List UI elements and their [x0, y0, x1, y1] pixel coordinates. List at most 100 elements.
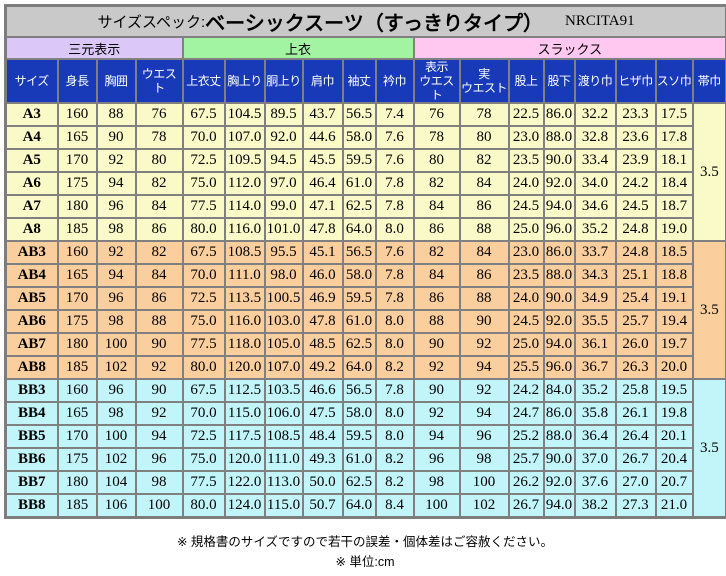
table-head: サイズスペック: ベーシックスーツ（すっきりタイプ） NRCITA91 三元表示… [4, 4, 726, 104]
data-cell: 19.1 [654, 286, 694, 311]
data-cell: 90.0 [542, 447, 576, 472]
data-cell: 34.0 [573, 171, 617, 196]
data-cell: 26.7 [507, 493, 545, 519]
data-cell: 78 [134, 125, 184, 150]
data-cell: 24.5 [507, 309, 545, 334]
column-header: 袖丈 [341, 58, 377, 104]
data-cell: 160 [56, 240, 98, 265]
data-cell: 90 [458, 309, 510, 334]
size-cell: BB8 [4, 493, 59, 519]
data-cell: 90 [134, 332, 184, 357]
data-cell: 18.4 [654, 171, 694, 196]
data-cell: 24.2 [614, 171, 657, 196]
obi-width-cell: 3.5 [691, 102, 726, 242]
data-cell: 70.0 [181, 401, 226, 426]
data-cell: 49.2 [301, 355, 344, 380]
table-row: A5 170 92 80 72.5 109.5 94.5 45.5 59.5 7.6 80 82 23.… [4, 148, 726, 173]
data-cell: 67.5 [181, 378, 226, 403]
data-cell: 92 [412, 355, 461, 380]
data-cell: 19.7 [654, 332, 694, 357]
column-header: 胴上り [263, 58, 304, 104]
data-cell: 7.8 [374, 171, 415, 196]
data-cell: 77.5 [181, 194, 226, 219]
data-cell: 76 [134, 102, 184, 127]
data-cell: 59.5 [341, 148, 377, 173]
data-cell: 72.5 [181, 424, 226, 449]
title-row: サイズスペック: ベーシックスーツ（すっきりタイプ） NRCITA91 [4, 4, 726, 38]
data-cell: 64.0 [341, 355, 377, 380]
data-cell: 120.0 [223, 447, 266, 472]
data-cell: 92.0 [263, 125, 304, 150]
data-cell: 86 [134, 286, 184, 311]
table-row: AB7 180 100 90 77.5 118.0 105.0 48.5 62.5 8.0 90 92… [4, 332, 726, 357]
data-cell: 84 [134, 194, 184, 219]
group-header-row: 三元表示 上衣 スラックス [4, 36, 726, 60]
table-row: BB7 180 104 98 77.5 122.0 113.0 50.0 62.5 8.2 98 10… [4, 470, 726, 495]
data-cell: 26.7 [614, 447, 657, 472]
data-cell: 61.0 [341, 171, 377, 196]
data-cell: 23.3 [614, 102, 657, 127]
data-cell: 7.8 [374, 378, 415, 403]
data-cell: 62.5 [341, 470, 377, 495]
data-cell: 115.0 [223, 401, 266, 426]
size-cell: A5 [4, 148, 59, 173]
column-header-row: サイズ 身長 胸囲 ウエスト 上衣丈 胸上り 胴上り 肩巾 袖丈 衿巾 表示 ウエスト実 ウエスト股… [4, 58, 726, 104]
data-cell: 96 [412, 447, 461, 472]
data-cell: 24.0 [507, 286, 545, 311]
data-cell: 24.8 [614, 217, 657, 242]
data-cell: 107.0 [263, 355, 304, 380]
data-cell: 26.2 [507, 470, 545, 495]
column-header: ウエスト [134, 58, 184, 104]
column-header: 股上 [507, 58, 545, 104]
data-cell: 98 [95, 309, 137, 334]
data-cell: 170 [56, 424, 98, 449]
data-cell: 24.7 [507, 401, 545, 426]
data-cell: 24.2 [507, 378, 545, 403]
data-cell: 92 [134, 355, 184, 380]
data-cell: 20.7 [654, 470, 694, 495]
column-header: 股下 [542, 58, 576, 104]
column-header: 実 ウエスト [458, 58, 510, 104]
data-cell: 90 [412, 332, 461, 357]
data-cell: 98 [95, 217, 137, 242]
data-cell: 96 [95, 286, 137, 311]
data-cell: 20.1 [654, 424, 694, 449]
data-cell: 70.0 [181, 263, 226, 288]
table-row: A3 160 88 76 67.5 104.5 89.5 43.7 56.5 7.4 76 78 22.… [4, 102, 726, 242]
column-header: 渡り巾 [573, 58, 617, 104]
data-cell: 102 [95, 355, 137, 380]
data-cell: 99.0 [263, 194, 304, 219]
data-cell: 86.0 [542, 401, 576, 426]
data-cell: 84 [134, 263, 184, 288]
data-cell: 84.0 [542, 378, 576, 403]
data-cell: 92 [134, 401, 184, 426]
data-cell: 17.8 [654, 125, 694, 150]
data-cell: 24.0 [507, 171, 545, 196]
title-prefix: サイズスペック: [97, 14, 206, 31]
data-cell: 8.2 [374, 470, 415, 495]
data-cell: 19.0 [654, 217, 694, 242]
size-cell: AB4 [4, 263, 59, 288]
data-cell: 8.0 [374, 401, 415, 426]
size-cell: BB5 [4, 424, 59, 449]
data-cell: 36.7 [573, 355, 617, 380]
size-table: サイズスペック: ベーシックスーツ（すっきりタイプ） NRCITA91 三元表示… [4, 4, 726, 519]
data-cell: 100 [95, 424, 137, 449]
data-cell: 58.0 [341, 263, 377, 288]
data-cell: 100 [134, 493, 184, 519]
size-cell: AB6 [4, 309, 59, 334]
data-cell: 90 [134, 378, 184, 403]
data-cell: 95.5 [263, 240, 304, 265]
data-cell: 96.0 [542, 217, 576, 242]
data-cell: 18.1 [654, 148, 694, 173]
data-cell: 61.0 [341, 309, 377, 334]
data-cell: 58.0 [341, 401, 377, 426]
data-cell: 94.0 [542, 493, 576, 519]
table-title-cell: サイズスペック: ベーシックスーツ（すっきりタイプ） NRCITA91 [4, 4, 726, 38]
data-cell: 19.5 [654, 378, 694, 403]
data-cell: 111.0 [223, 263, 266, 288]
data-cell: 92 [458, 332, 510, 357]
column-header: 肩巾 [301, 58, 344, 104]
data-cell: 115.0 [263, 493, 304, 519]
